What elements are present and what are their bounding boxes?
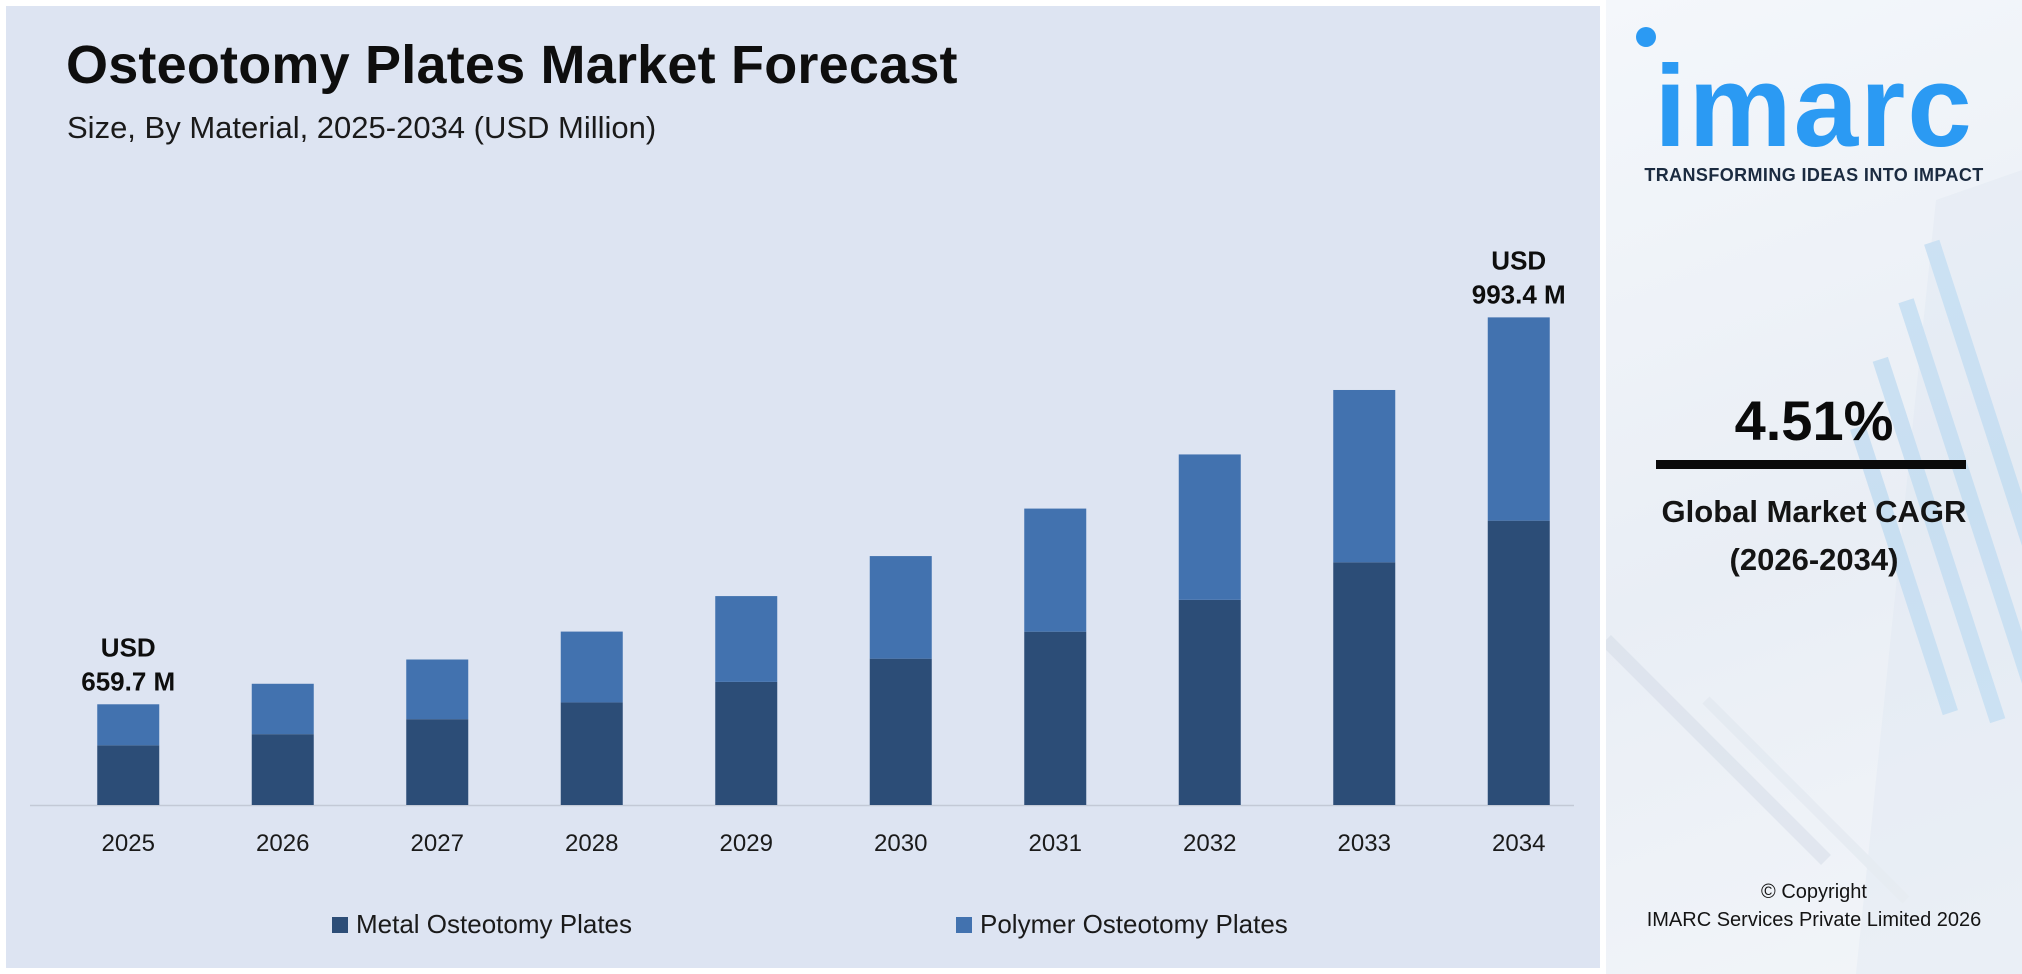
bar-polymer-2031 — [1024, 508, 1087, 632]
legend-swatch-polymer — [956, 916, 972, 933]
bar-polymer-2025 — [97, 704, 160, 746]
x-tick-label-2032: 2032 — [1183, 830, 1236, 857]
x-tick-label-2028: 2028 — [565, 830, 618, 857]
bar-metal-2026 — [251, 734, 314, 805]
bar-polymer-2026 — [251, 683, 314, 735]
cagr-label-line1: Global Market CAGR — [1661, 494, 1967, 529]
x-tick-label-2031: 2031 — [1029, 830, 1082, 857]
total-label-usd-2025: USD — [101, 632, 156, 662]
legend-item-polymer: Polymer Osteotomy Plates — [956, 909, 1288, 940]
bar-metal-2030 — [869, 658, 932, 805]
bar-polymer-2033 — [1333, 389, 1396, 563]
bar-metal-2032 — [1178, 599, 1241, 805]
bar-metal-2028 — [560, 702, 623, 805]
imarc-logo: imarc — [1654, 41, 1974, 171]
cagr-label: Global Market CAGR (2026-2034) — [1606, 488, 2022, 584]
bar-metal-2027 — [406, 719, 469, 805]
total-label-value-2034: 993.4 M — [1472, 279, 1566, 309]
cagr-value: 4.51% — [1734, 389, 1894, 452]
bar-polymer-2028 — [560, 631, 623, 703]
x-tick-label-2025: 2025 — [102, 830, 155, 857]
bar-metal-2025 — [97, 745, 160, 805]
bar-polymer-2032 — [1178, 454, 1241, 600]
background-chart-decoration — [1606, 170, 2022, 974]
legend-swatch-metal — [332, 916, 348, 933]
side-panel: imarc TRANSFORMING IDEAS INTO IMPACT 4.5… — [1606, 0, 2022, 974]
chart-panel: Osteotomy Plates Market Forecast Size, B… — [6, 6, 1600, 968]
bar-metal-2031 — [1024, 631, 1087, 805]
copyright-line1: © Copyright — [1761, 881, 1867, 903]
x-tick-label-2033: 2033 — [1338, 830, 1391, 857]
cagr-label-line2: (2026-2034) — [1729, 542, 1899, 577]
x-tick-label-2026: 2026 — [256, 830, 309, 857]
legend-item-metal: Metal Osteotomy Plates — [332, 909, 632, 940]
bar-polymer-2030 — [869, 556, 932, 659]
bar-metal-2034 — [1487, 520, 1550, 805]
logo-dot — [1636, 27, 1656, 47]
bar-metal-2033 — [1333, 562, 1396, 805]
bar-polymer-2027 — [406, 659, 469, 720]
copyright-line2: IMARC Services Private Limited 2026 — [1646, 909, 1982, 931]
x-tick-label-2029: 2029 — [720, 830, 773, 857]
legend-label-polymer: Polymer Osteotomy Plates — [980, 909, 1288, 939]
bar-polymer-2029 — [715, 596, 778, 682]
x-tick-label-2034: 2034 — [1492, 830, 1545, 857]
x-tick-label-2030: 2030 — [874, 830, 927, 857]
legend-label-metal: Metal Osteotomy Plates — [356, 909, 632, 939]
chart-title: Osteotomy Plates Market Forecast — [66, 35, 958, 95]
x-tick-label-2027: 2027 — [411, 830, 464, 857]
cagr-divider — [1656, 460, 1966, 469]
logo-tagline: TRANSFORMING IDEAS INTO IMPACT — [1644, 165, 1984, 185]
total-label-value-2025: 659.7 M — [81, 666, 175, 696]
bar-chart: 2025 2026 2027 2028 2029 2030 2031 2032 2033 2034… — [30, 245, 1574, 857]
copyright: © Copyright IMARC Services Private Limit… — [1606, 878, 2022, 934]
total-label-usd-2034: USD — [1491, 245, 1546, 275]
bar-metal-2029 — [715, 681, 778, 805]
bar-polymer-2034 — [1487, 317, 1550, 521]
chart-subtitle: Size, By Material, 2025-2034 (USD Millio… — [67, 110, 657, 145]
